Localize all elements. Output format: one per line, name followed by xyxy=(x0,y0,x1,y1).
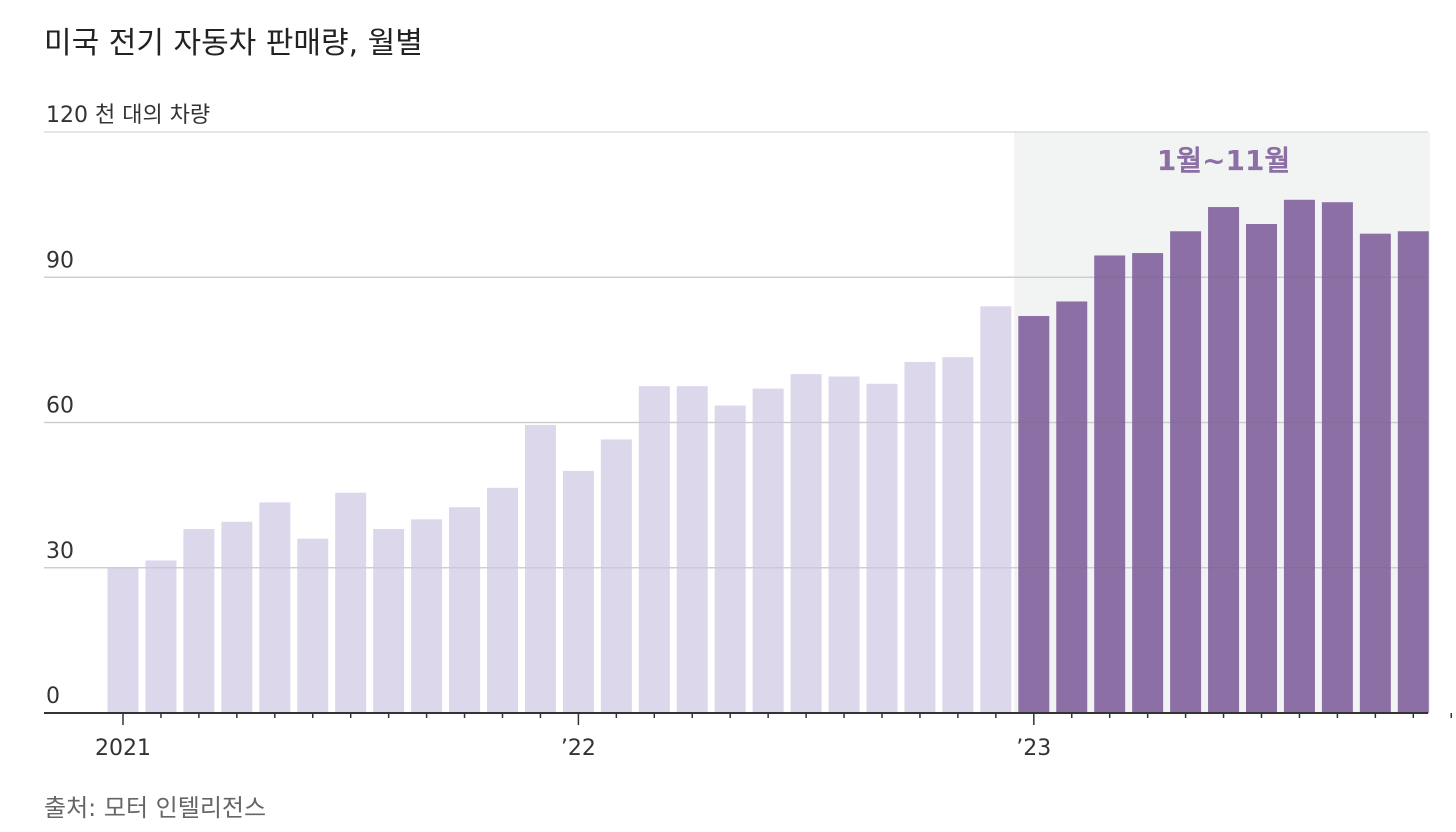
bar xyxy=(790,374,822,713)
bar xyxy=(1359,233,1391,714)
bar xyxy=(524,424,556,713)
bar xyxy=(1170,231,1202,714)
highlight-label: 1월~11월 xyxy=(1157,144,1290,177)
bar xyxy=(1397,231,1429,714)
bar xyxy=(980,306,1012,713)
x-tick-label: ’22 xyxy=(561,736,596,761)
bar xyxy=(221,521,253,713)
bar xyxy=(183,529,215,713)
bar xyxy=(487,487,518,713)
bar xyxy=(942,357,974,713)
y-tick-label: 120 천 대의 차량 xyxy=(46,103,210,128)
bar xyxy=(1056,301,1088,713)
bar xyxy=(1246,223,1277,713)
bar xyxy=(1208,207,1240,713)
bar xyxy=(1132,253,1164,713)
bar xyxy=(752,388,784,713)
bar xyxy=(904,361,936,713)
bar xyxy=(600,439,632,713)
bar xyxy=(411,519,443,713)
bar xyxy=(335,492,367,713)
bar xyxy=(562,470,594,713)
bar xyxy=(638,386,670,713)
y-tick-label: 30 xyxy=(46,539,74,564)
bar xyxy=(828,376,860,713)
bar xyxy=(373,529,405,713)
y-tick-label: 60 xyxy=(46,394,74,419)
bar xyxy=(1283,199,1315,714)
bar xyxy=(297,538,329,713)
bar xyxy=(1018,315,1050,713)
bar xyxy=(145,560,177,713)
bar xyxy=(676,386,708,713)
x-tick-label: 2021 xyxy=(95,736,151,761)
bar xyxy=(1094,255,1126,713)
bar xyxy=(1321,202,1353,713)
bar xyxy=(107,567,139,713)
bar xyxy=(449,507,481,713)
chart-title: 미국 전기 자동차 판매량, 월별 xyxy=(44,26,423,61)
y-tick-label: 90 xyxy=(46,248,74,273)
bar xyxy=(866,383,898,713)
y-tick-label: 0 xyxy=(46,684,60,709)
bar xyxy=(259,502,291,713)
source-note: 출처: 모터 인텔리전스 xyxy=(44,794,267,822)
bar xyxy=(714,405,746,713)
x-tick-label: ’23 xyxy=(1016,736,1051,761)
